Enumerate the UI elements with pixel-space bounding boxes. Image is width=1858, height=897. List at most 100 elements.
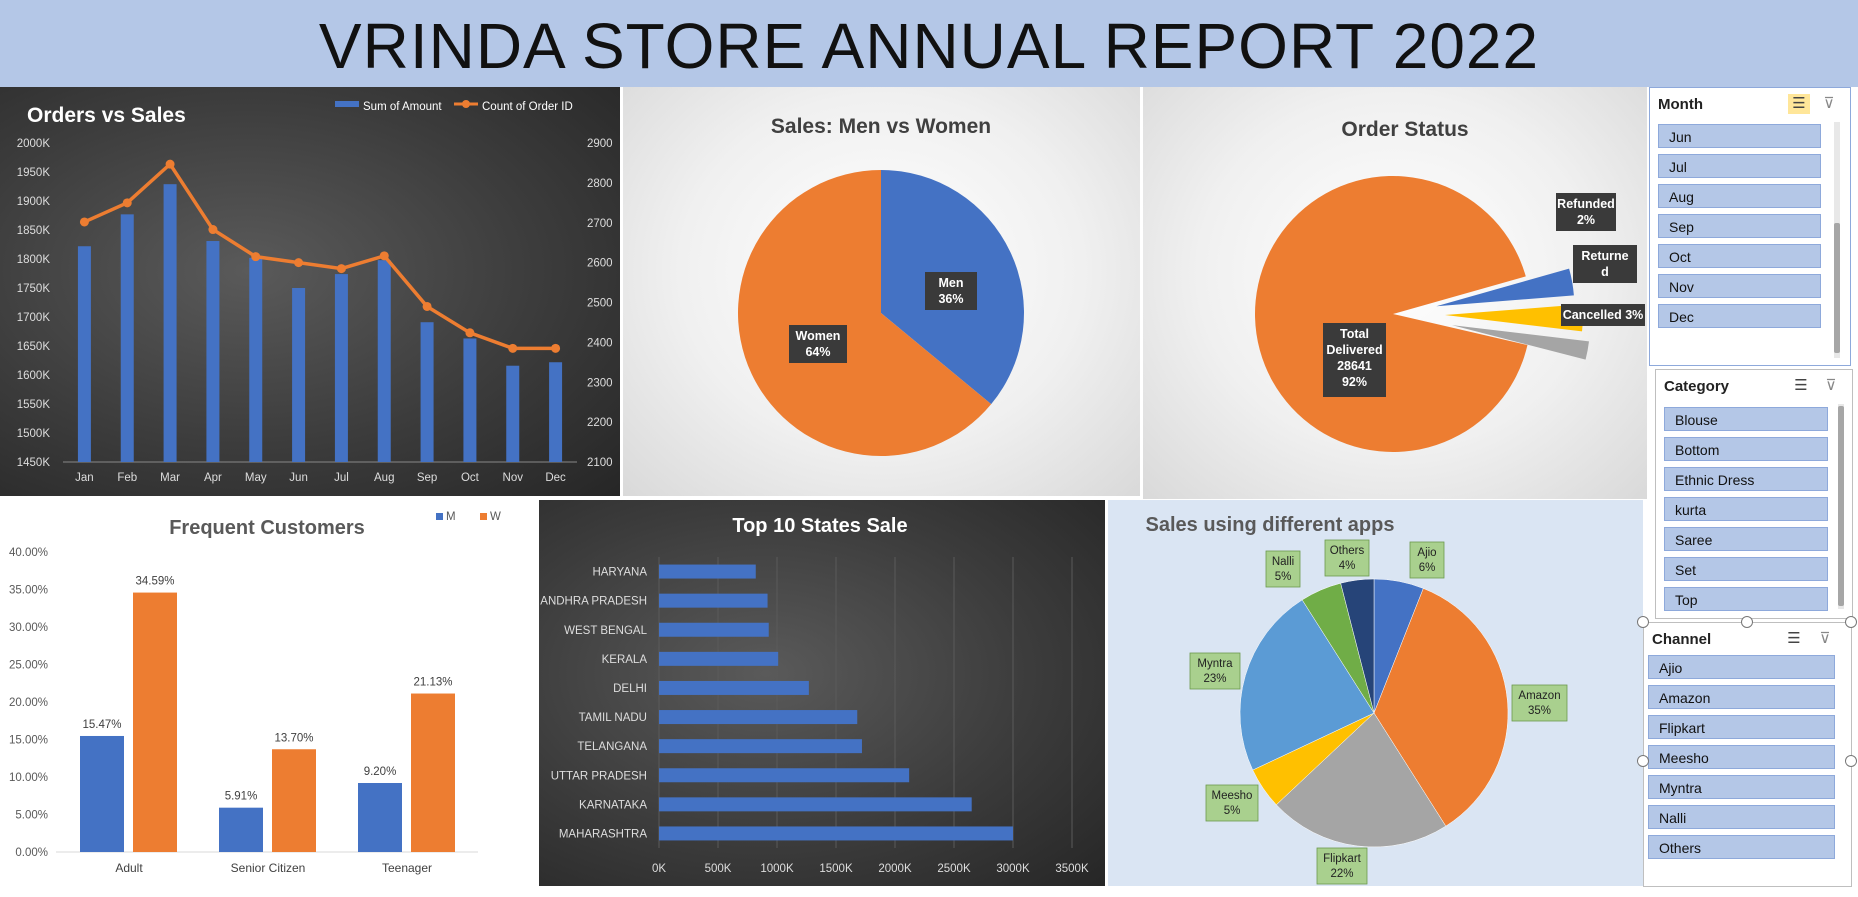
data-label-refunded-box (1556, 193, 1616, 231)
slicer-item-top[interactable]: Top (1664, 587, 1828, 611)
data-label-text: 4% (1339, 560, 1356, 572)
multi-select-icon[interactable]: ☰ (1787, 630, 1801, 647)
data-label-delivered-text: Delivered (1326, 343, 1382, 357)
bar-w (411, 693, 455, 852)
slicer-item-sep[interactable]: Sep (1658, 214, 1821, 238)
y-right-tick: 2300 (587, 377, 613, 389)
scrollbar-thumb[interactable] (1834, 223, 1840, 353)
orders-vs-sales-panel[interactable]: Orders vs Sales Sum of Amount Count of Ord… (0, 87, 620, 496)
slicer-item-bottom[interactable]: Bottom (1664, 437, 1828, 461)
data-label-myntra: Myntra 23% (1189, 652, 1241, 690)
resize-handle[interactable] (1637, 755, 1649, 767)
x-tick: Apr (204, 472, 222, 484)
multi-select-icon[interactable]: ☰ (1794, 377, 1808, 394)
top-states-panel[interactable]: Top 10 States Sale 0K 500K 1000K 1500K 2000K 2… (539, 500, 1105, 886)
order-status-panel[interactable]: Order Status Total Delivered 28641 92% Refund… (1143, 87, 1647, 499)
data-label-text: 22% (1330, 868, 1353, 880)
slicer-item-saree[interactable]: Saree (1664, 527, 1828, 551)
slicer-item-nalli[interactable]: Nalli (1648, 805, 1835, 829)
month-slicer[interactable]: Month ☰ ⊽ Jun Jul Aug Sep Oct Nov Dec (1649, 87, 1851, 366)
orders-vs-sales-chart: Orders vs Sales Sum of Amount Count of Ord… (17, 100, 613, 484)
frequent-customers-panel[interactable]: Frequent Customers M W 0.00% 5.00% 10.00% 15.0… (0, 500, 536, 886)
resize-handle[interactable] (1741, 616, 1753, 628)
chart-title: Orders vs Sales (27, 104, 186, 127)
bar-amount (163, 184, 177, 462)
point-orders (208, 225, 218, 235)
slicer-item-others[interactable]: Others (1648, 835, 1835, 859)
resize-handle[interactable] (1845, 616, 1857, 628)
slicer-item-meesho[interactable]: Meesho (1648, 745, 1835, 769)
slicer-item-set[interactable]: Set (1664, 557, 1828, 581)
point-orders (551, 343, 561, 353)
data-label-men: Men 36% (925, 272, 977, 310)
y-tick: UTTAR PRADESH (551, 770, 647, 782)
slicer-item-blouse[interactable]: Blouse (1664, 407, 1828, 431)
data-label-nalli: Nalli 5% (1265, 550, 1301, 588)
clear-filter-icon[interactable]: ⊽ (1823, 95, 1835, 112)
slicer-item-dec[interactable]: Dec (1658, 304, 1821, 328)
apps-chart: Sales using different apps Ajio 6% Amazon 35… (1146, 514, 1568, 885)
data-label-amazon: Amazon 35% (1511, 684, 1568, 722)
data-label: 13.70% (274, 732, 313, 744)
scrollbar-thumb[interactable] (1838, 406, 1844, 606)
x-tick: Jan (75, 472, 94, 484)
y-tick: DELHI (613, 683, 647, 695)
men-women-panel[interactable]: Sales: Men vs Women Men 36% Women 64% (623, 87, 1140, 496)
bar-state (659, 622, 769, 637)
resize-handle[interactable] (1845, 755, 1857, 767)
chart-title: Order Status (1341, 118, 1468, 141)
x-tick: Adult (115, 861, 143, 875)
data-label-text: Flipkart (1323, 853, 1362, 865)
slicer-item-flipkart[interactable]: Flipkart (1648, 715, 1835, 739)
bar-amount (120, 214, 134, 462)
slicer-item-jun[interactable]: Jun (1658, 124, 1821, 148)
channel-slicer[interactable]: Channel ☰ ⊽ Ajio Amazon Flipkart Meesho Mynt… (1643, 622, 1852, 887)
pie-slice-myntra (1239, 599, 1375, 771)
slicer-item-oct[interactable]: Oct (1658, 244, 1821, 268)
y-left-tick: 1500K (17, 428, 51, 440)
x-tick: Oct (461, 472, 480, 484)
y-left-tick: 1600K (17, 370, 51, 382)
x-tick: Dec (545, 472, 566, 484)
x-tick: May (245, 472, 267, 484)
clear-filter-icon[interactable]: ⊽ (1819, 630, 1831, 647)
data-label-women-box (789, 325, 847, 363)
slicer-item-myntra[interactable]: Myntra (1648, 775, 1835, 799)
multi-select-icon[interactable]: ☰ (1788, 94, 1810, 114)
slicer-item-ethnic-dress[interactable]: Ethnic Dress (1664, 467, 1828, 491)
bar-amount (77, 246, 91, 462)
legend-label-m: M (446, 511, 456, 523)
y-left-tick: 1550K (17, 399, 51, 411)
x-tick: 500K (705, 863, 732, 875)
data-label-women-text: Women (796, 329, 841, 343)
slicer-item-amazon[interactable]: Amazon (1648, 685, 1835, 709)
data-label-women: Women 64% (789, 325, 847, 363)
data-label: 21.13% (413, 677, 452, 689)
slicer-item-kurta[interactable]: kurta (1664, 497, 1828, 521)
point-orders (465, 328, 475, 338)
resize-handle[interactable] (1637, 616, 1649, 628)
data-label-cancelled-box (1561, 304, 1645, 326)
slicer-item-jul[interactable]: Jul (1658, 154, 1821, 178)
y-tick: 20.00% (9, 697, 48, 709)
y-tick: TAMIL NADU (579, 712, 647, 724)
x-tick: Jul (334, 472, 349, 484)
data-label-box (1205, 784, 1259, 822)
chart-title: Sales using different apps (1146, 514, 1395, 536)
chart-title: Top 10 States Sale (732, 515, 907, 537)
slicer-item-nov[interactable]: Nov (1658, 274, 1821, 298)
data-label: 15.47% (82, 719, 121, 731)
x-tick: Aug (374, 472, 394, 484)
pie-slice-refunded (1451, 325, 1589, 360)
legend-swatch-m (436, 513, 443, 520)
y-left-tick: 1950K (17, 167, 51, 179)
category-slicer[interactable]: Category ☰ ⊽ Blouse Bottom Ethnic Dress kur… (1655, 369, 1853, 619)
slicer-item-aug[interactable]: Aug (1658, 184, 1821, 208)
apps-panel[interactable]: Sales using different apps Ajio 6% Amazon 35… (1108, 500, 1643, 886)
y-tick: 35.00% (9, 585, 48, 597)
x-tick: Feb (117, 472, 137, 484)
data-label-others: Others 4% (1324, 539, 1370, 577)
clear-filter-icon[interactable]: ⊽ (1825, 377, 1837, 394)
slicer-item-ajio[interactable]: Ajio (1648, 655, 1835, 679)
bar-amount (463, 338, 477, 462)
